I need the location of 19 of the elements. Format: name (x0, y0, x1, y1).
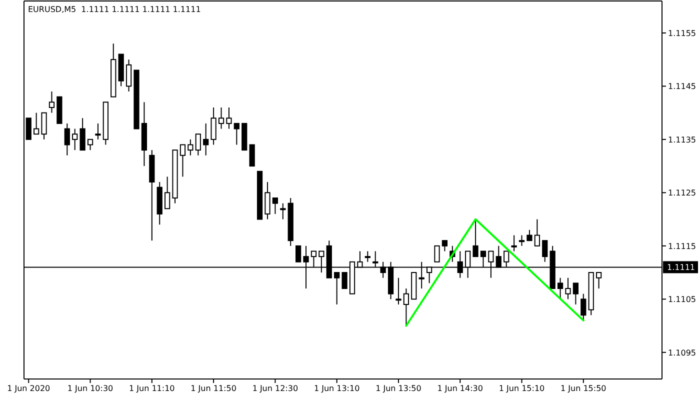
x-tick-label: 1 Jun 15:50 (560, 384, 606, 393)
y-tick-label: 1.1125 (668, 188, 696, 198)
x-tick-label: 1 Jun 2020 (7, 384, 50, 393)
x-tick-label: 1 Jun 13:50 (376, 384, 422, 393)
y-tick-label: 1.1115 (668, 242, 696, 251)
x-tick-label: 1 Jun 11:50 (190, 384, 236, 393)
y-tick-label: 1.1155 (668, 28, 696, 38)
text: EURUSD,M5 1.1111 1.1111 1.1111 1.1111 (28, 5, 201, 14)
y-tick-label: 1.1105 (668, 295, 696, 304)
x-tick-label: 1 Jun 14:30 (437, 384, 483, 393)
y-tick-label: 1.1095 (668, 348, 696, 358)
x-tick-label: 1 Jun 10:30 (67, 384, 114, 393)
x-tick-label: 1 Jun 15:10 (498, 384, 545, 393)
x-tick-label: 1 Jun 13:10 (314, 384, 360, 393)
x-tick-label: 1 Jun 11:10 (129, 384, 175, 393)
ref-line-label: 1.1111 (667, 263, 695, 272)
y-tick-label: 1.1135 (668, 135, 696, 144)
y-tick-label: 1.1145 (668, 82, 696, 92)
x-tick-label: 1 Jun 12:30 (252, 384, 298, 393)
